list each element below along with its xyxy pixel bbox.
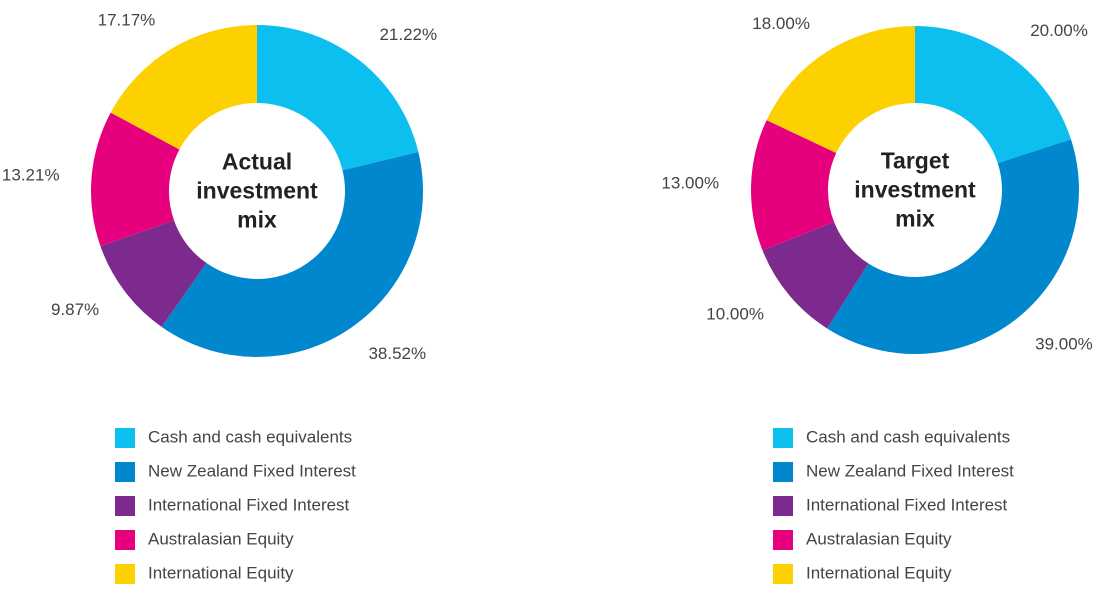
legend-swatch xyxy=(115,530,135,550)
legend-label: International Equity xyxy=(806,563,952,582)
legend-swatch xyxy=(773,530,793,550)
legend-swatch xyxy=(115,496,135,516)
legend-swatch xyxy=(773,496,793,516)
donut-slice xyxy=(90,112,180,247)
value-label: 13.00% xyxy=(661,173,719,192)
legend-label: Australasian Equity xyxy=(148,529,294,548)
donut-slice xyxy=(110,25,257,150)
legend-label: New Zealand Fixed Interest xyxy=(806,461,1014,480)
legend-label: Australasian Equity xyxy=(806,529,952,548)
value-label: 13.21% xyxy=(2,165,60,184)
legend-swatch xyxy=(773,462,793,482)
donut-slice xyxy=(827,139,1079,354)
legend-swatch xyxy=(773,564,793,584)
value-label: 39.00% xyxy=(1035,334,1093,353)
chart-title: Actual investment mix xyxy=(196,148,318,233)
donut-slice xyxy=(100,220,207,327)
donut-slice xyxy=(762,222,869,329)
value-label: 17.17% xyxy=(98,11,156,30)
legend-label: New Zealand Fixed Interest xyxy=(148,461,356,480)
donut-slice xyxy=(915,26,1071,164)
donut-slice xyxy=(161,151,423,357)
value-label: 20.00% xyxy=(1030,21,1088,40)
legend-swatch xyxy=(115,564,135,584)
donut-slice xyxy=(257,25,419,171)
legend-swatch xyxy=(115,428,135,448)
value-label: 18.00% xyxy=(752,14,810,33)
legend-label: International Equity xyxy=(148,563,294,582)
legend-label: International Fixed Interest xyxy=(806,495,1008,514)
value-label: 21.22% xyxy=(379,25,437,44)
value-label: 10.00% xyxy=(706,304,764,323)
legend-label: International Fixed Interest xyxy=(148,495,350,514)
chart-title: Target investment mix xyxy=(854,147,976,232)
legend-swatch xyxy=(115,462,135,482)
legend-label: Cash and cash equivalents xyxy=(148,427,352,446)
donut-slice xyxy=(751,120,837,251)
donut-slice xyxy=(766,25,915,153)
value-label: 9.87% xyxy=(51,300,99,319)
value-label: 38.52% xyxy=(368,344,426,363)
legend-label: Cash and cash equivalents xyxy=(806,427,1010,446)
legend-swatch xyxy=(773,428,793,448)
